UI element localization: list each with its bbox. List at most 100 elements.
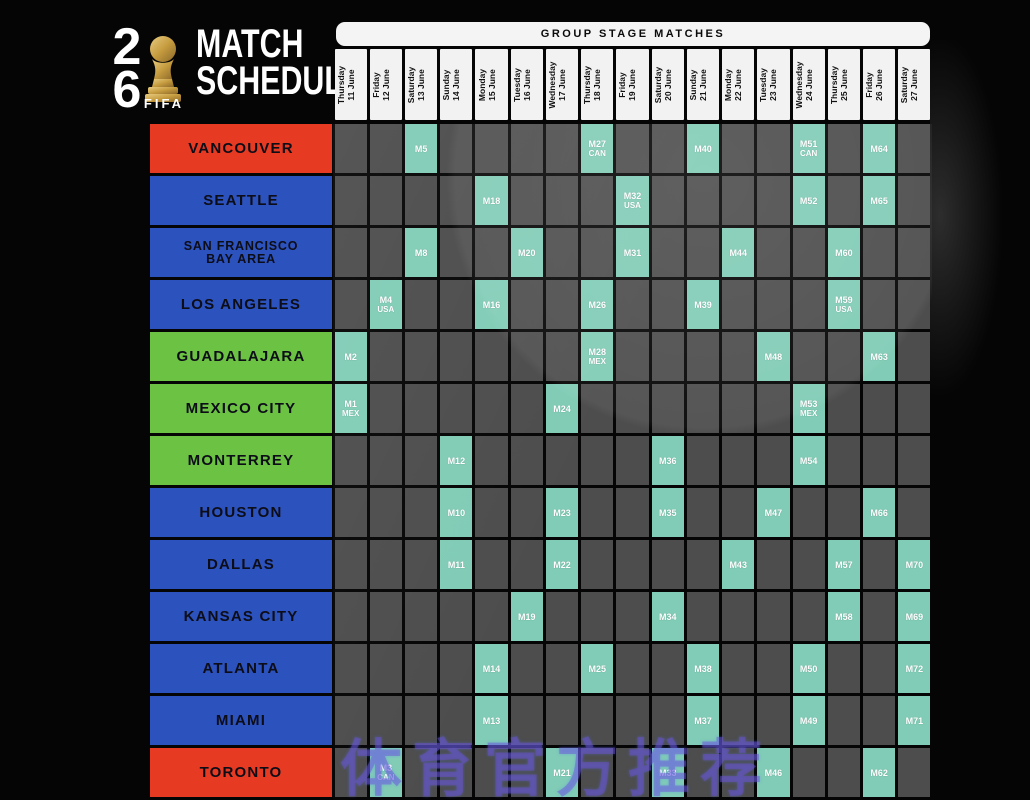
empty-grid-cell [757, 124, 790, 173]
empty-grid-cell [722, 332, 755, 381]
match-cell-m31: M31 [616, 228, 649, 277]
city-label-monterrey: MONTERREY [150, 436, 332, 485]
date-label: Wednesday 24 June [793, 60, 814, 109]
empty-grid-cell [581, 176, 614, 225]
match-country-code: CAN [799, 148, 818, 158]
match-cell-m20: M20 [510, 228, 543, 277]
empty-grid-cell [686, 228, 720, 277]
empty-grid-cell [510, 540, 543, 589]
empty-grid-cell [581, 540, 614, 589]
match-cell-m21: M21 [545, 748, 579, 797]
empty-grid-cell [686, 540, 720, 589]
empty-grid-cell [757, 436, 790, 485]
empty-grid-cell [757, 228, 790, 277]
empty-grid-cell [581, 592, 614, 641]
match-cell-m43: M43 [722, 540, 755, 589]
city-label-vancouver: VANCOUVER [150, 124, 332, 173]
empty-grid-cell [334, 540, 367, 589]
match-cell-m66: M66 [863, 488, 896, 537]
match-number: M59 [835, 294, 853, 305]
empty-grid-cell [440, 696, 473, 745]
match-cell-m60: M60 [827, 228, 861, 277]
empty-grid-cell [334, 436, 367, 485]
empty-grid-cell [651, 228, 684, 277]
match-cell-m36: M36 [651, 436, 684, 485]
match-cell-m57: M57 [827, 540, 861, 589]
empty-grid-cell [510, 644, 543, 693]
match-number: M1 [344, 398, 357, 409]
empty-grid-cell [581, 436, 614, 485]
empty-grid-cell [722, 592, 755, 641]
match-number: M39 [694, 299, 712, 310]
city-label-toronto: TORONTO [150, 748, 332, 797]
date-header-cell: Thursday 11 June [334, 49, 367, 120]
date-header-cell: Tuesday 16 June [510, 49, 543, 120]
city-label-houston: HOUSTON [150, 488, 332, 537]
empty-grid-cell [863, 280, 896, 329]
empty-grid-cell [616, 540, 649, 589]
title-line-match: MATCH [196, 22, 304, 66]
match-number: M12 [447, 455, 466, 466]
empty-grid-cell [898, 748, 931, 797]
empty-grid-cell [722, 280, 755, 329]
match-cell-m64: M64 [863, 124, 896, 173]
match-number: M31 [623, 247, 642, 258]
empty-grid-cell [722, 436, 755, 485]
empty-grid-cell [475, 748, 508, 797]
empty-grid-cell [898, 488, 931, 537]
match-number: M46 [764, 767, 783, 778]
empty-grid-cell [404, 696, 438, 745]
empty-grid-cell [369, 540, 402, 589]
match-number: M32 [623, 190, 642, 201]
match-number: M52 [799, 195, 818, 206]
empty-grid-cell [651, 644, 684, 693]
match-cell-m10: M10 [440, 488, 473, 537]
empty-grid-cell [369, 332, 402, 381]
city-label-guadalajara: GUADALAJARA [150, 332, 332, 381]
empty-grid-cell [651, 384, 684, 433]
match-number: M28 [588, 346, 607, 357]
match-number: M24 [553, 403, 571, 414]
date-header-cell: Monday 22 June [722, 49, 755, 120]
match-number: M72 [905, 663, 924, 674]
group-stage-matches-header: GROUP STAGE MATCHES [336, 22, 930, 46]
match-cell-m28: M28 MEX [581, 332, 614, 381]
empty-grid-cell [898, 176, 931, 225]
empty-grid-cell [369, 592, 402, 641]
logo-digit-6: 6 [112, 61, 142, 119]
date-label: Saturday 13 June [406, 66, 427, 103]
match-number: M53 [799, 398, 818, 409]
match-cell-m50: M50 [792, 644, 825, 693]
city-label-miami: MIAMI [150, 696, 332, 745]
empty-grid-cell [722, 488, 755, 537]
match-number: M54 [799, 455, 818, 466]
empty-grid-cell [545, 280, 579, 329]
empty-grid-cell [475, 384, 508, 433]
date-header-cell: Friday 12 June [369, 49, 402, 120]
date-header-cell: Thursday 25 June [827, 49, 861, 120]
empty-grid-cell [757, 540, 790, 589]
match-cell-m33: M33 [651, 748, 684, 797]
empty-grid-cell [334, 124, 367, 173]
match-cell-m52: M52 [792, 176, 825, 225]
empty-grid-cell [863, 384, 896, 433]
match-cell-m14: M14 [475, 644, 508, 693]
match-cell-m54: M54 [792, 436, 825, 485]
empty-grid-cell [863, 436, 896, 485]
match-cell-m49: M49 [792, 696, 825, 745]
match-cell-m19: M19 [510, 592, 543, 641]
empty-grid-cell [581, 696, 614, 745]
empty-grid-cell [827, 176, 861, 225]
date-header-cell: Wednesday 17 June [545, 49, 579, 120]
empty-grid-cell [686, 748, 720, 797]
background-glow [930, 40, 1030, 540]
empty-grid-cell [581, 384, 614, 433]
empty-grid-cell [722, 384, 755, 433]
empty-grid-cell [545, 592, 579, 641]
city-label-atlanta: ATLANTA [150, 644, 332, 693]
empty-grid-cell [616, 280, 649, 329]
date-label: Saturday 20 June [652, 66, 673, 103]
match-number: M27 [588, 138, 607, 149]
match-number: M69 [905, 611, 924, 622]
empty-grid-cell [545, 644, 579, 693]
